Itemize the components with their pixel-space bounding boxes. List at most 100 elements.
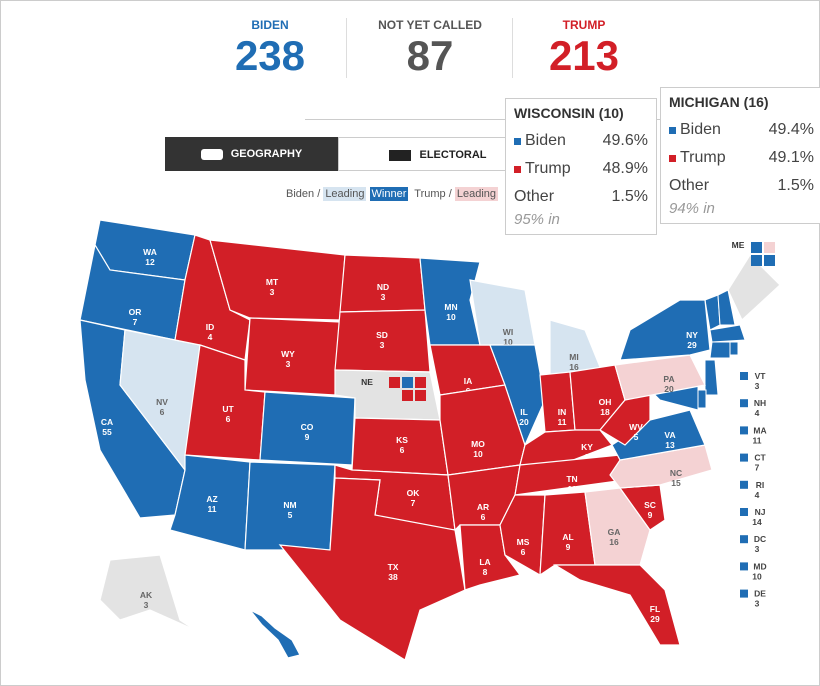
state-abbr: OH — [599, 397, 612, 407]
state-abbr: NV — [156, 397, 168, 407]
state-swatch — [740, 399, 748, 408]
candidate-name: Biden — [680, 121, 721, 138]
state-abbr: WA — [143, 247, 157, 257]
district — [764, 242, 775, 253]
state-abbr: WY — [281, 349, 295, 359]
divider — [346, 18, 347, 78]
state-votes: 10 — [446, 312, 456, 322]
trump-label: TRUMP — [562, 18, 606, 32]
state-abbr: PA — [663, 374, 674, 384]
candidate-name: Biden — [525, 132, 566, 149]
state-abbr: WV — [629, 422, 643, 432]
state-swatch — [740, 535, 748, 544]
state-votes: 20 — [519, 417, 529, 427]
legend-leading: Leading — [454, 187, 499, 201]
legend-winner: Winner — [369, 187, 409, 201]
uncalled-label: NOT YET CALLED — [378, 18, 482, 32]
state-votes: 5 — [288, 510, 293, 520]
state-votes: 3 — [286, 359, 291, 369]
state-votes: 6 — [521, 547, 526, 557]
state-votes: 12 — [145, 257, 155, 267]
state-abbr: WI — [503, 327, 513, 337]
reporting: 95% in — [514, 211, 560, 228]
state-votes: 4 — [755, 408, 760, 418]
state-abbr: CA — [101, 417, 113, 427]
swatch — [669, 127, 676, 134]
uncalled-count: 87 — [406, 32, 454, 79]
district — [751, 242, 762, 253]
state-votes: 16 — [609, 537, 619, 547]
state-abbr: MI — [569, 352, 578, 362]
state-abbr: RI — [756, 480, 765, 490]
candidate: Trump — [669, 149, 726, 167]
tooltip-row: Biden 49.6% — [514, 127, 648, 155]
tooltip-title: WISCONSIN (10) — [514, 105, 624, 121]
legend: Biden / Leading Winner Trump / Leading — [286, 187, 499, 201]
state-votes: 11 — [568, 484, 577, 494]
state-votes: 10 — [752, 571, 762, 581]
trump-count: 213 — [548, 32, 620, 79]
state-abbr: SD — [376, 330, 388, 340]
state — [727, 254, 781, 321]
state-votes: 8 — [483, 567, 488, 577]
candidate: Trump — [514, 160, 571, 178]
state-swatch — [740, 372, 748, 380]
state-abbr: DE — [754, 589, 766, 599]
legend-leading: Leading — [323, 187, 367, 201]
state-abbr: IN — [558, 407, 567, 417]
state-votes: 16 — [569, 362, 579, 372]
state-abbr: MT — [266, 277, 279, 287]
state-votes: 29 — [687, 340, 697, 350]
candidate-pct: 49.1% — [768, 149, 814, 166]
state-abbr: LA — [479, 557, 490, 567]
state-abbr: AR — [477, 502, 489, 512]
state-votes: 9 — [305, 432, 310, 442]
state-abbr: AL — [562, 532, 573, 542]
state-abbr: GA — [608, 527, 621, 537]
state-abbr: TN — [566, 474, 577, 484]
state — [614, 354, 706, 401]
state-votes: 6 — [226, 414, 231, 424]
candidate-pct: 49.4% — [768, 121, 814, 138]
state-votes: 5 — [634, 432, 639, 442]
state-swatch — [740, 508, 748, 516]
tab-label: GEOGRAPHY — [230, 148, 303, 160]
candidate-name: Other — [669, 177, 710, 194]
state — [619, 299, 711, 361]
state — [697, 389, 707, 409]
state-swatch — [740, 426, 748, 435]
divider — [512, 18, 513, 78]
state-abbr: OK — [407, 488, 421, 498]
tooltip: WISCONSIN (10) Biden 49.6% Trump 48.9% Other 1… — [505, 98, 657, 235]
state-abbr: CO — [301, 422, 314, 432]
state-votes: 15 — [671, 478, 681, 488]
candidate-pct: 1.5% — [611, 188, 648, 205]
state-abbr: HI — [258, 634, 267, 644]
district — [764, 255, 775, 266]
district — [389, 377, 400, 388]
state — [709, 324, 746, 343]
tooltip-title: MICHIGAN (16) — [669, 94, 769, 110]
candidate: Biden — [669, 121, 721, 139]
state-votes: 8 — [585, 452, 590, 462]
state-votes: 11 — [753, 435, 762, 445]
tooltip-row: Biden 49.4% — [669, 116, 814, 144]
state-votes: 6 — [160, 407, 165, 417]
state-votes: 6 — [481, 512, 486, 522]
state — [704, 359, 719, 396]
state-abbr: MS — [517, 537, 530, 547]
state-abbr: VA — [664, 430, 675, 440]
candidate-pct: 48.9% — [602, 160, 648, 177]
state-votes: 13 — [665, 440, 675, 450]
state — [489, 344, 546, 447]
state — [249, 609, 301, 659]
state-abbr: NH — [754, 398, 766, 408]
state-votes: 38 — [388, 572, 398, 582]
candidate-name: Trump — [680, 149, 726, 166]
tab-geography[interactable]: GEOGRAPHY — [165, 137, 338, 171]
candidate: Biden — [514, 132, 566, 150]
state-abbr: DC — [754, 534, 766, 544]
state — [717, 289, 736, 326]
state-votes: 3 — [380, 340, 385, 350]
